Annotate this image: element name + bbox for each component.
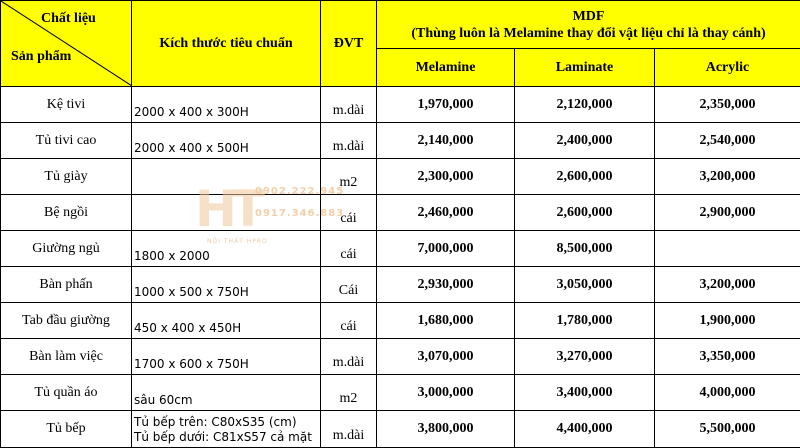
laminate-price-cell: 1,780,000 [515, 303, 655, 339]
table-row: Tab đầu giường 450 x 400 x 450H cái 1,68… [1, 303, 800, 339]
acrylic-price-cell: 2,540,000 [655, 123, 800, 159]
laminate-price-cell: 2,120,000 [515, 87, 655, 123]
table-row: Bệ ngồi cái 2,460,000 2,600,000 2,900,00… [1, 195, 800, 231]
mdf-subtitle: (Thùng luôn là Melamine thay đổi vật liệ… [377, 25, 800, 42]
table-row: Bàn phấn 1000 x 500 x 750H Cái 2,930,000… [1, 267, 800, 303]
laminate-price-cell: 2,400,000 [515, 123, 655, 159]
size-line-lower: Tủ bếp dưới: C81xS57 cả mặt [134, 430, 320, 445]
laminate-price-cell: 3,270,000 [515, 339, 655, 375]
laminate-price-cell: 4,400,000 [515, 411, 655, 448]
product-cell: Kệ tivi [1, 87, 132, 123]
melamine-price-cell: 2,460,000 [377, 195, 515, 231]
unit-cell: m.dài [321, 411, 377, 448]
acrylic-price-cell: 4,000,000 [655, 375, 800, 411]
table-row: Giường ngủ 1800 x 2000 cái 7,000,000 8,5… [1, 231, 800, 267]
size-cell: 2000 x 400 x 300H [132, 87, 321, 123]
product-cell: Tủ quần áo [1, 375, 132, 411]
product-cell: Bệ ngồi [1, 195, 132, 231]
table-row: Tủ quần áo sâu 60cm m2 3,000,000 3,400,0… [1, 375, 800, 411]
size-cell [132, 159, 321, 195]
melamine-price-cell: 3,800,000 [377, 411, 515, 448]
table-row: Kệ tivi 2000 x 400 x 300H m.dài 1,970,00… [1, 87, 800, 123]
melamine-price-cell: 3,070,000 [377, 339, 515, 375]
acrylic-column-header: Acrylic [655, 49, 800, 87]
laminate-price-cell: 8,500,000 [515, 231, 655, 267]
size-cell: Tủ bếp trên: C80xS35 (cm) Tủ bếp dưới: C… [132, 411, 321, 448]
melamine-price-cell: 1,970,000 [377, 87, 515, 123]
acrylic-price-cell: 3,350,000 [655, 339, 800, 375]
table-row: Tủ tivi cao 2000 x 400 x 500H m.dài 2,14… [1, 123, 800, 159]
table-row: Tủ giày m2 2,300,000 2,600,000 3,200,000 [1, 159, 800, 195]
size-cell: 2000 x 400 x 500H [132, 123, 321, 159]
unit-column-header: ĐVT [321, 1, 377, 87]
acrylic-price-cell: 2,900,000 [655, 195, 800, 231]
product-cell: Tủ bếp [1, 411, 132, 448]
mdf-header: MDF (Thùng luôn là Melamine thay đổi vật… [377, 1, 800, 49]
melamine-price-cell: 1,680,000 [377, 303, 515, 339]
unit-cell: m2 [321, 159, 377, 195]
unit-cell: m.dài [321, 87, 377, 123]
size-column-header: Kích thước tiêu chuẩn [132, 1, 321, 87]
unit-cell: m.dài [321, 123, 377, 159]
melamine-price-cell: 2,140,000 [377, 123, 515, 159]
corner-header-material: Chất liệu [41, 11, 96, 27]
acrylic-price-cell: 2,350,000 [655, 87, 800, 123]
mdf-title: MDF [377, 8, 800, 25]
product-cell: Bàn phấn [1, 267, 132, 303]
acrylic-price-cell: 3,200,000 [655, 159, 800, 195]
melamine-price-cell: 2,930,000 [377, 267, 515, 303]
size-cell [132, 195, 321, 231]
laminate-price-cell: 3,400,000 [515, 375, 655, 411]
unit-cell: cái [321, 195, 377, 231]
acrylic-price-cell: 3,200,000 [655, 267, 800, 303]
acrylic-price-cell: 1,900,000 [655, 303, 800, 339]
size-cell: 1800 x 2000 [132, 231, 321, 267]
product-cell: Giường ngủ [1, 231, 132, 267]
laminate-column-header: Laminate [515, 49, 655, 87]
corner-header-cell: Chất liệu Sản phẩm [1, 1, 132, 87]
price-table-sheet: Chất liệu Sản phẩm Kích thước tiêu chuẩn… [0, 0, 800, 436]
unit-cell: m.dài [321, 339, 377, 375]
size-cell: sâu 60cm [132, 375, 321, 411]
size-cell: 1700 x 600 x 750H [132, 339, 321, 375]
size-cell: 1000 x 500 x 750H [132, 267, 321, 303]
unit-cell: m2 [321, 375, 377, 411]
product-cell: Bàn làm việc [1, 339, 132, 375]
size-cell: 450 x 400 x 450H [132, 303, 321, 339]
size-line-upper: Tủ bếp trên: C80xS35 (cm) [134, 415, 320, 430]
acrylic-price-cell [655, 231, 800, 267]
product-cell: Tủ tivi cao [1, 123, 132, 159]
table-row: Bàn làm việc 1700 x 600 x 750H m.dài 3,0… [1, 339, 800, 375]
laminate-price-cell: 3,050,000 [515, 267, 655, 303]
melamine-price-cell: 2,300,000 [377, 159, 515, 195]
corner-header-product: Sản phẩm [11, 49, 71, 65]
unit-cell: cái [321, 303, 377, 339]
unit-cell: Cái [321, 267, 377, 303]
product-cell: Tab đầu giường [1, 303, 132, 339]
melamine-column-header: Melamine [377, 49, 515, 87]
melamine-price-cell: 3,000,000 [377, 375, 515, 411]
product-cell: Tủ giày [1, 159, 132, 195]
melamine-price-cell: 7,000,000 [377, 231, 515, 267]
laminate-price-cell: 2,600,000 [515, 195, 655, 231]
table-row: Tủ bếp Tủ bếp trên: C80xS35 (cm) Tủ bếp … [1, 411, 800, 448]
laminate-price-cell: 2,600,000 [515, 159, 655, 195]
acrylic-price-cell: 5,500,000 [655, 411, 800, 448]
unit-cell: cái [321, 231, 377, 267]
